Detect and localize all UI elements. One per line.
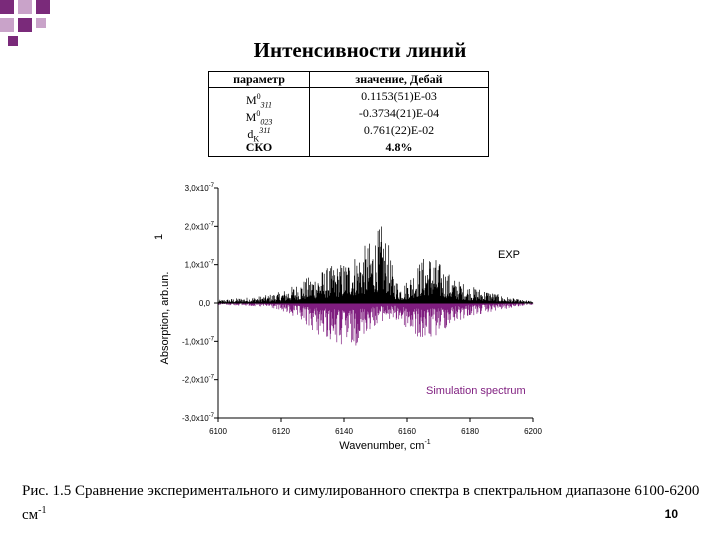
x-tick-label: 6180: [461, 427, 479, 436]
y-tick-label: 3,0x10-7: [185, 183, 215, 193]
param-sub: K: [253, 134, 260, 144]
x-ticks: 6100 6120 6140 6160 6180 6200: [209, 418, 542, 436]
param-base: d: [247, 127, 254, 141]
x-tick-label: 6200: [524, 427, 542, 436]
y-tick-label: -3,0x10-7: [182, 413, 215, 423]
x-axis-label-sup: -1: [424, 439, 430, 446]
deco-square: [36, 18, 46, 28]
legend-exp: EXP: [498, 249, 520, 261]
series-line: [217, 226, 534, 303]
y-tick-label: -1,0x10-7: [182, 336, 215, 346]
y-tick-label: -2,0x10-7: [182, 375, 215, 385]
caption-sup: -1: [38, 505, 47, 516]
y-tick-label: 0,0: [199, 299, 211, 308]
x-axis-label: Wavenumber, cm-1: [339, 439, 431, 452]
param-sup: 0: [256, 92, 261, 101]
legend-simulation: Simulation spectrum: [426, 385, 526, 397]
y-tick-label: 1,0x10-7: [185, 260, 215, 270]
param-sup: 0: [256, 109, 261, 118]
param-cell: dK311: [213, 122, 305, 143]
figure-caption: Рис. 1.5 Сравнение экспериментального и …: [22, 482, 702, 525]
table-row: M0311 M0023 dK311 СКО 0.1153(51)E-03 -0.…: [208, 87, 489, 157]
deco-square: [18, 0, 32, 14]
value-cell: 4.8%: [385, 140, 413, 154]
y-axis-label: Absorption, arb.un.: [159, 272, 171, 365]
deco-square: [36, 0, 50, 14]
param-cell: M0311: [213, 88, 305, 109]
param-base: M: [245, 110, 257, 124]
value-cell: -0.3734(21)E-04: [358, 106, 440, 120]
x-tick-label: 6120: [272, 427, 290, 436]
deco-square: [0, 0, 14, 14]
deco-square: [8, 36, 18, 46]
slide-title: Интенсивности линий: [253, 38, 467, 62]
spectrum-lines: [217, 226, 534, 346]
y-ticks: 3,0x10-7 2,0x10-7 1,0x10-7 0,0 -1,0x10-7 -2,0…: [182, 183, 218, 423]
y-tick-label: 2,0x10-7: [185, 221, 215, 231]
deco-square: [18, 18, 32, 32]
parameter-table: параметр значение, Дебай M0311 M0023 dK3…: [208, 71, 489, 157]
param-base: M: [245, 93, 257, 107]
param-values: 0.1153(51)E-03 -0.3734(21)E-04 0.761(22)…: [309, 87, 489, 157]
series-line: [217, 303, 534, 346]
caption-text: Рис. 1.5 Сравнение экспериментального и …: [22, 483, 700, 523]
x-tick-label: 6100: [209, 427, 227, 436]
param-sub: 023: [260, 117, 273, 127]
x-tick-label: 6160: [398, 427, 416, 436]
exp-series: [217, 226, 534, 303]
deco-square: [0, 18, 14, 32]
x-axis-label-text: Wavenumber, cm: [339, 440, 424, 452]
param-cell: M0023: [213, 105, 305, 126]
simulation-series: [217, 303, 534, 346]
page-number: 10: [664, 507, 678, 521]
param-cell: СКО: [245, 140, 273, 154]
value-cell: 0.1153(51)E-03: [361, 89, 437, 103]
x-tick-label: 6140: [335, 427, 353, 436]
y-axis-corner-label: 1: [153, 234, 165, 240]
value-cell: 0.761(22)E-02: [363, 123, 435, 137]
param-sup: 311: [259, 126, 271, 135]
param-sub: 311: [260, 100, 273, 110]
